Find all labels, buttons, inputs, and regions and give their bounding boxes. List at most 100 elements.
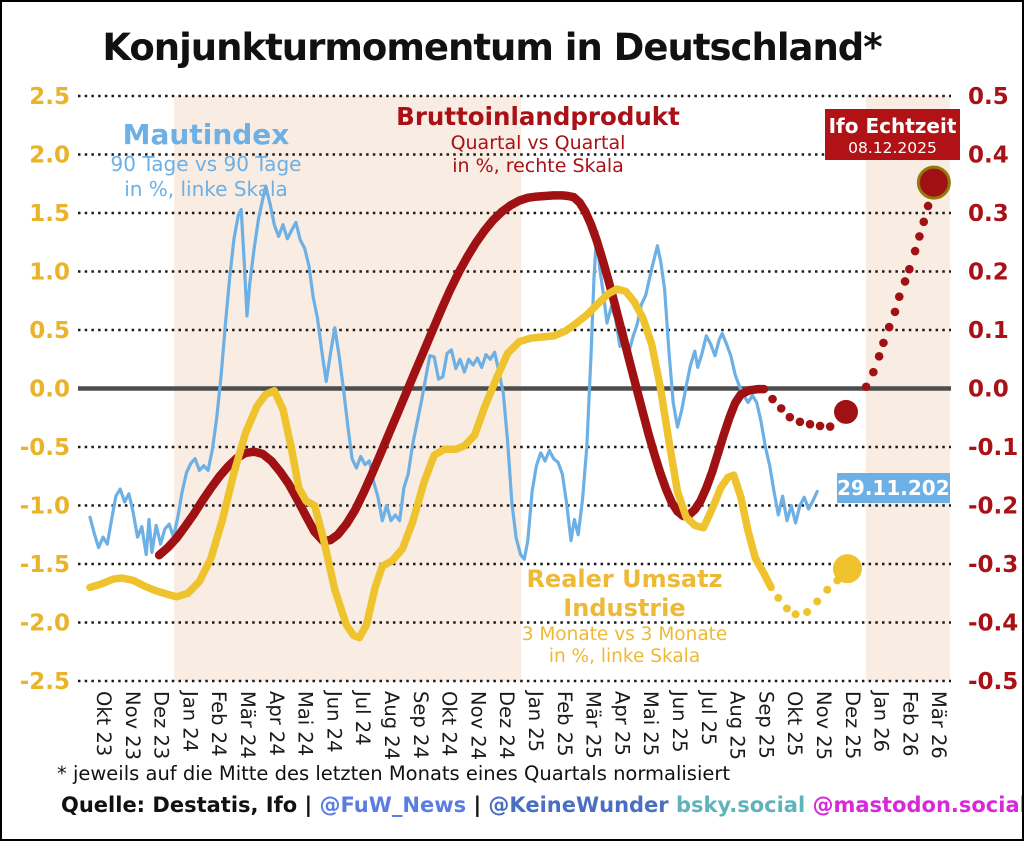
series-bip-forecast-up-dot: [890, 307, 900, 317]
left-axis-label: 0.0: [29, 377, 70, 403]
left-axis-label: -1.5: [20, 552, 70, 578]
x-axis-label: Dez 24: [495, 691, 518, 759]
legend-umsatz-sub1: 3 Monate vs 3 Monate: [521, 623, 728, 645]
right-axis-label: 0.3: [968, 201, 1009, 227]
right-axis-label: -0.2: [968, 494, 1018, 520]
left-axis-label: -2.0: [20, 611, 70, 637]
x-axis-label: Jun 24: [322, 689, 345, 752]
series-bip-forecast-up-dot: [884, 322, 894, 332]
series-bip-forecast-down-dot: [795, 417, 805, 427]
x-axis-label: Mär 24: [236, 691, 259, 759]
left-axis-label: -1.0: [20, 494, 70, 520]
series-bip-forecast-up-dot: [879, 338, 888, 348]
source-separator: |: [304, 793, 313, 817]
x-axis-label: Okt 25: [783, 691, 806, 756]
x-axis-label: Aug 25: [726, 691, 749, 760]
series-bip: [154, 191, 769, 560]
right-axis-label: 0.0: [968, 377, 1009, 403]
series-bip-forecast-down-dot: [785, 412, 795, 422]
legend-bip: Bruttoinlandprodukt Quartal vs Quartal i…: [392, 102, 684, 178]
right-axis-label: -0.4: [968, 611, 1018, 637]
series-umsatz: [86, 285, 775, 642]
marker-bip-dot-maerz26-ifo: [916, 165, 951, 200]
x-axis-label: Apr 25: [610, 691, 633, 756]
series-umsatz-forecast-dot: [791, 610, 800, 619]
right-axis-label: 0.1: [968, 318, 1009, 344]
series-bip-forecast-down-dot: [776, 404, 786, 413]
series-bip-forecast-up-dot: [894, 292, 904, 301]
marker-bip-dot-dez25: [834, 399, 858, 424]
series-bip-forecast-down-dot: [815, 421, 825, 431]
legend-umsatz-title2: Industrie: [563, 594, 686, 623]
x-axis-label: Okt 23: [92, 691, 115, 756]
x-axis-label: Jan 25: [524, 689, 547, 752]
legend-mautindex-title: Mautindex: [122, 118, 290, 151]
right-axis-label: -0.3: [968, 552, 1018, 578]
legend-mautindex: Mautindex 90 Tage vs 90 Tage in %, linke…: [96, 118, 316, 201]
series-umsatz-forecast-dot: [782, 604, 791, 613]
source-line: Quelle: Destatis, Ifo | @FuW_News | @Kei…: [61, 793, 1024, 817]
source-keinewunder-handle[interactable]: @KeineWunder: [488, 793, 669, 817]
right-axis-label: -0.1: [968, 435, 1018, 461]
x-axis-label: Dez 25: [841, 691, 864, 759]
legend-mautindex-sub1: 90 Tage vs 90 Tage: [110, 152, 302, 177]
legend-umsatz: Realer Umsatz Industrie 3 Monate vs 3 Mo…: [482, 565, 767, 669]
series-bip-forecast-up-dot: [874, 352, 884, 361]
source-bsky-domain[interactable]: bsky.social: [675, 793, 806, 817]
x-axis-label: Mai 24: [294, 691, 317, 756]
source-separator: |: [473, 793, 482, 817]
legend-umsatz-title1: Realer Umsatz: [526, 565, 723, 593]
series-bip-forecast-down-dot: [825, 422, 835, 431]
right-axis-label: -0.5: [968, 669, 1018, 695]
x-axis-label: Feb 26: [898, 691, 921, 757]
ifo-badge-date: 08.12.2025: [848, 139, 937, 157]
left-axis-label: -2.5: [20, 669, 70, 695]
series-mautindex: [88, 184, 819, 561]
x-axis-label: Sep 25: [754, 691, 777, 759]
x-axis-label: Jun 25: [668, 689, 691, 752]
x-axis-label: Nov 25: [812, 691, 835, 760]
x-axis-label: Jan 24: [178, 689, 201, 752]
footnote: * jeweils auf die Mitte des letzten Mona…: [57, 762, 731, 785]
legend-bip-sub2: in %, rechte Skala: [452, 155, 624, 178]
x-axis-label: Jul 25: [697, 689, 720, 746]
x-axis-label: Dez 23: [150, 691, 173, 759]
series-umsatz-forecast-dot: [774, 593, 783, 602]
source-mastodon-handle[interactable]: @mastodon.social: [812, 793, 1024, 817]
x-axis-label: Aug 24: [380, 691, 403, 760]
series-umsatz-forecast-dot: [813, 597, 822, 606]
series-umsatz-forecast-dot: [823, 585, 832, 594]
series-bip-forecast-down-dot: [768, 394, 777, 404]
left-axis-label: 2.0: [29, 143, 70, 169]
ifo-badge-label: Ifo Echtzeit: [828, 114, 957, 138]
series-bip-forecast-up-dot: [910, 246, 920, 256]
source-fuw-handle[interactable]: @FuW_News: [319, 793, 467, 817]
left-axis-label: -0.5: [20, 435, 70, 461]
x-axis-label: Feb 24: [207, 691, 230, 757]
legend-bip-sub1: Quartal vs Quartal: [450, 131, 626, 154]
series-bip-forecast-up-dot: [919, 217, 929, 227]
right-axis-label: 0.2: [968, 260, 1009, 286]
x-axis-label: Mär 26: [927, 691, 950, 759]
legend-umsatz-sub2: in %, linke Skala: [548, 646, 701, 668]
legend-bip-title: Bruttoinlandprodukt: [396, 102, 680, 131]
legend-mautindex-sub2: in %, linke Skala: [124, 176, 288, 201]
mautindex-date-badge: 29.11.2025: [837, 473, 964, 503]
series-bip-forecast-up-dot: [861, 382, 871, 392]
series-bip-forecast-down-dot: [805, 419, 815, 429]
left-axis-label: 1.0: [29, 260, 70, 286]
left-axis-label: 0.5: [29, 318, 70, 344]
series-bip-forecast-up-dot: [915, 232, 924, 241]
x-axis-label: Okt 24: [438, 691, 461, 756]
series-umsatz-forecast-dot: [803, 607, 812, 616]
x-axis-label: Jan 26: [870, 689, 893, 752]
x-axis-label: Nov 23: [121, 691, 144, 760]
x-axis-label: Nov 24: [466, 691, 489, 760]
right-axis-label: 0.5: [968, 84, 1009, 110]
page-title: Konjunkturmomentum in Deutschland*: [102, 26, 882, 69]
right-axis-label: 0.4: [968, 143, 1009, 169]
series-bip-forecast-up-dot: [923, 201, 933, 211]
x-axis-label: Sep 24: [409, 691, 432, 759]
